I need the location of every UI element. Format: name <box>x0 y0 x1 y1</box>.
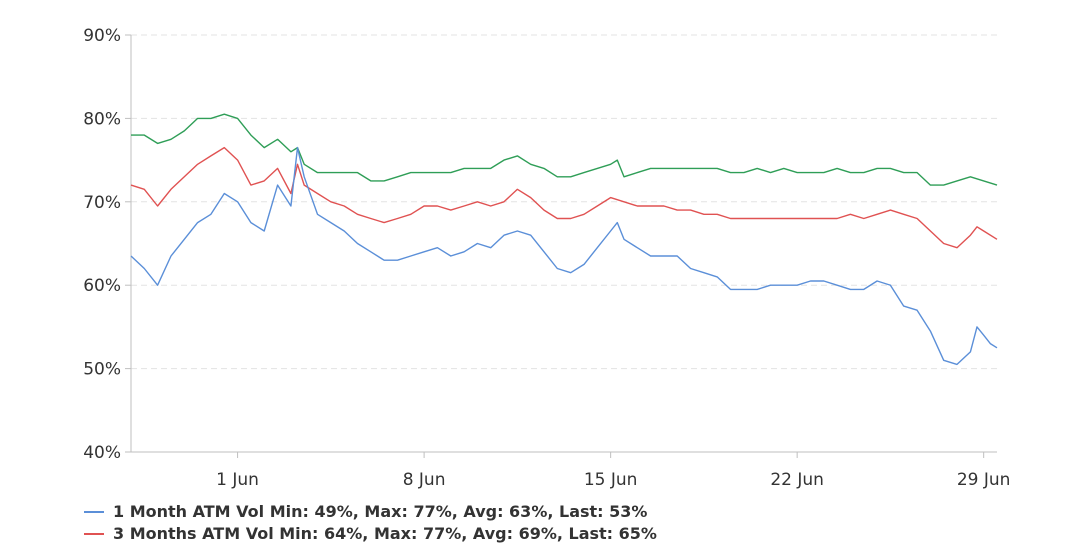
x-tick-label: 8 Jun <box>403 470 446 490</box>
volatility-line-chart: 40% 50% 60% 70% 80% 90% 1 Jun 8 Jun 15 Jun 22 Ju… <box>83 26 1010 490</box>
y-tick-label: 60% <box>83 276 121 296</box>
x-tick-label: 1 Jun <box>216 470 259 490</box>
legend-label-3m: 3 Months ATM Vol Min: 64%, Max: 77%, Avg… <box>113 523 657 543</box>
series-line-0 <box>130 146 998 366</box>
series-lines <box>130 113 998 366</box>
y-tick-label: 40% <box>83 443 121 463</box>
grid <box>131 34 997 370</box>
y-tick-label: 90% <box>83 26 121 46</box>
legend-label-1m: 1 Month ATM Vol Min: 49%, Max: 77%, Avg:… <box>113 501 648 521</box>
y-tick-label: 50% <box>83 360 121 380</box>
x-tick-label: 22 Jun <box>770 470 824 490</box>
y-tick-label: 80% <box>83 109 121 129</box>
legend-item-1m[interactable]: 1 Month ATM Vol Min: 49%, Max: 77%, Avg:… <box>84 500 657 522</box>
y-tick-label: 70% <box>83 193 121 213</box>
x-axis-ticks: 1 Jun 8 Jun 15 Jun 22 Jun 29 Jun <box>216 452 1010 490</box>
x-tick-label: 15 Jun <box>584 470 638 490</box>
legend-swatch-3m <box>84 532 104 535</box>
axes <box>130 35 997 453</box>
series-line-1 <box>130 146 998 249</box>
series-line-2 <box>131 113 998 186</box>
legend-swatch-1m <box>84 510 104 513</box>
legend: 1 Month ATM Vol Min: 49%, Max: 77%, Avg:… <box>84 500 657 544</box>
y-axis-ticks: 40% 50% 60% 70% 80% 90% <box>83 26 131 463</box>
x-tick-label: 29 Jun <box>957 470 1011 490</box>
legend-item-3m[interactable]: 3 Months ATM Vol Min: 64%, Max: 77%, Avg… <box>84 522 657 544</box>
